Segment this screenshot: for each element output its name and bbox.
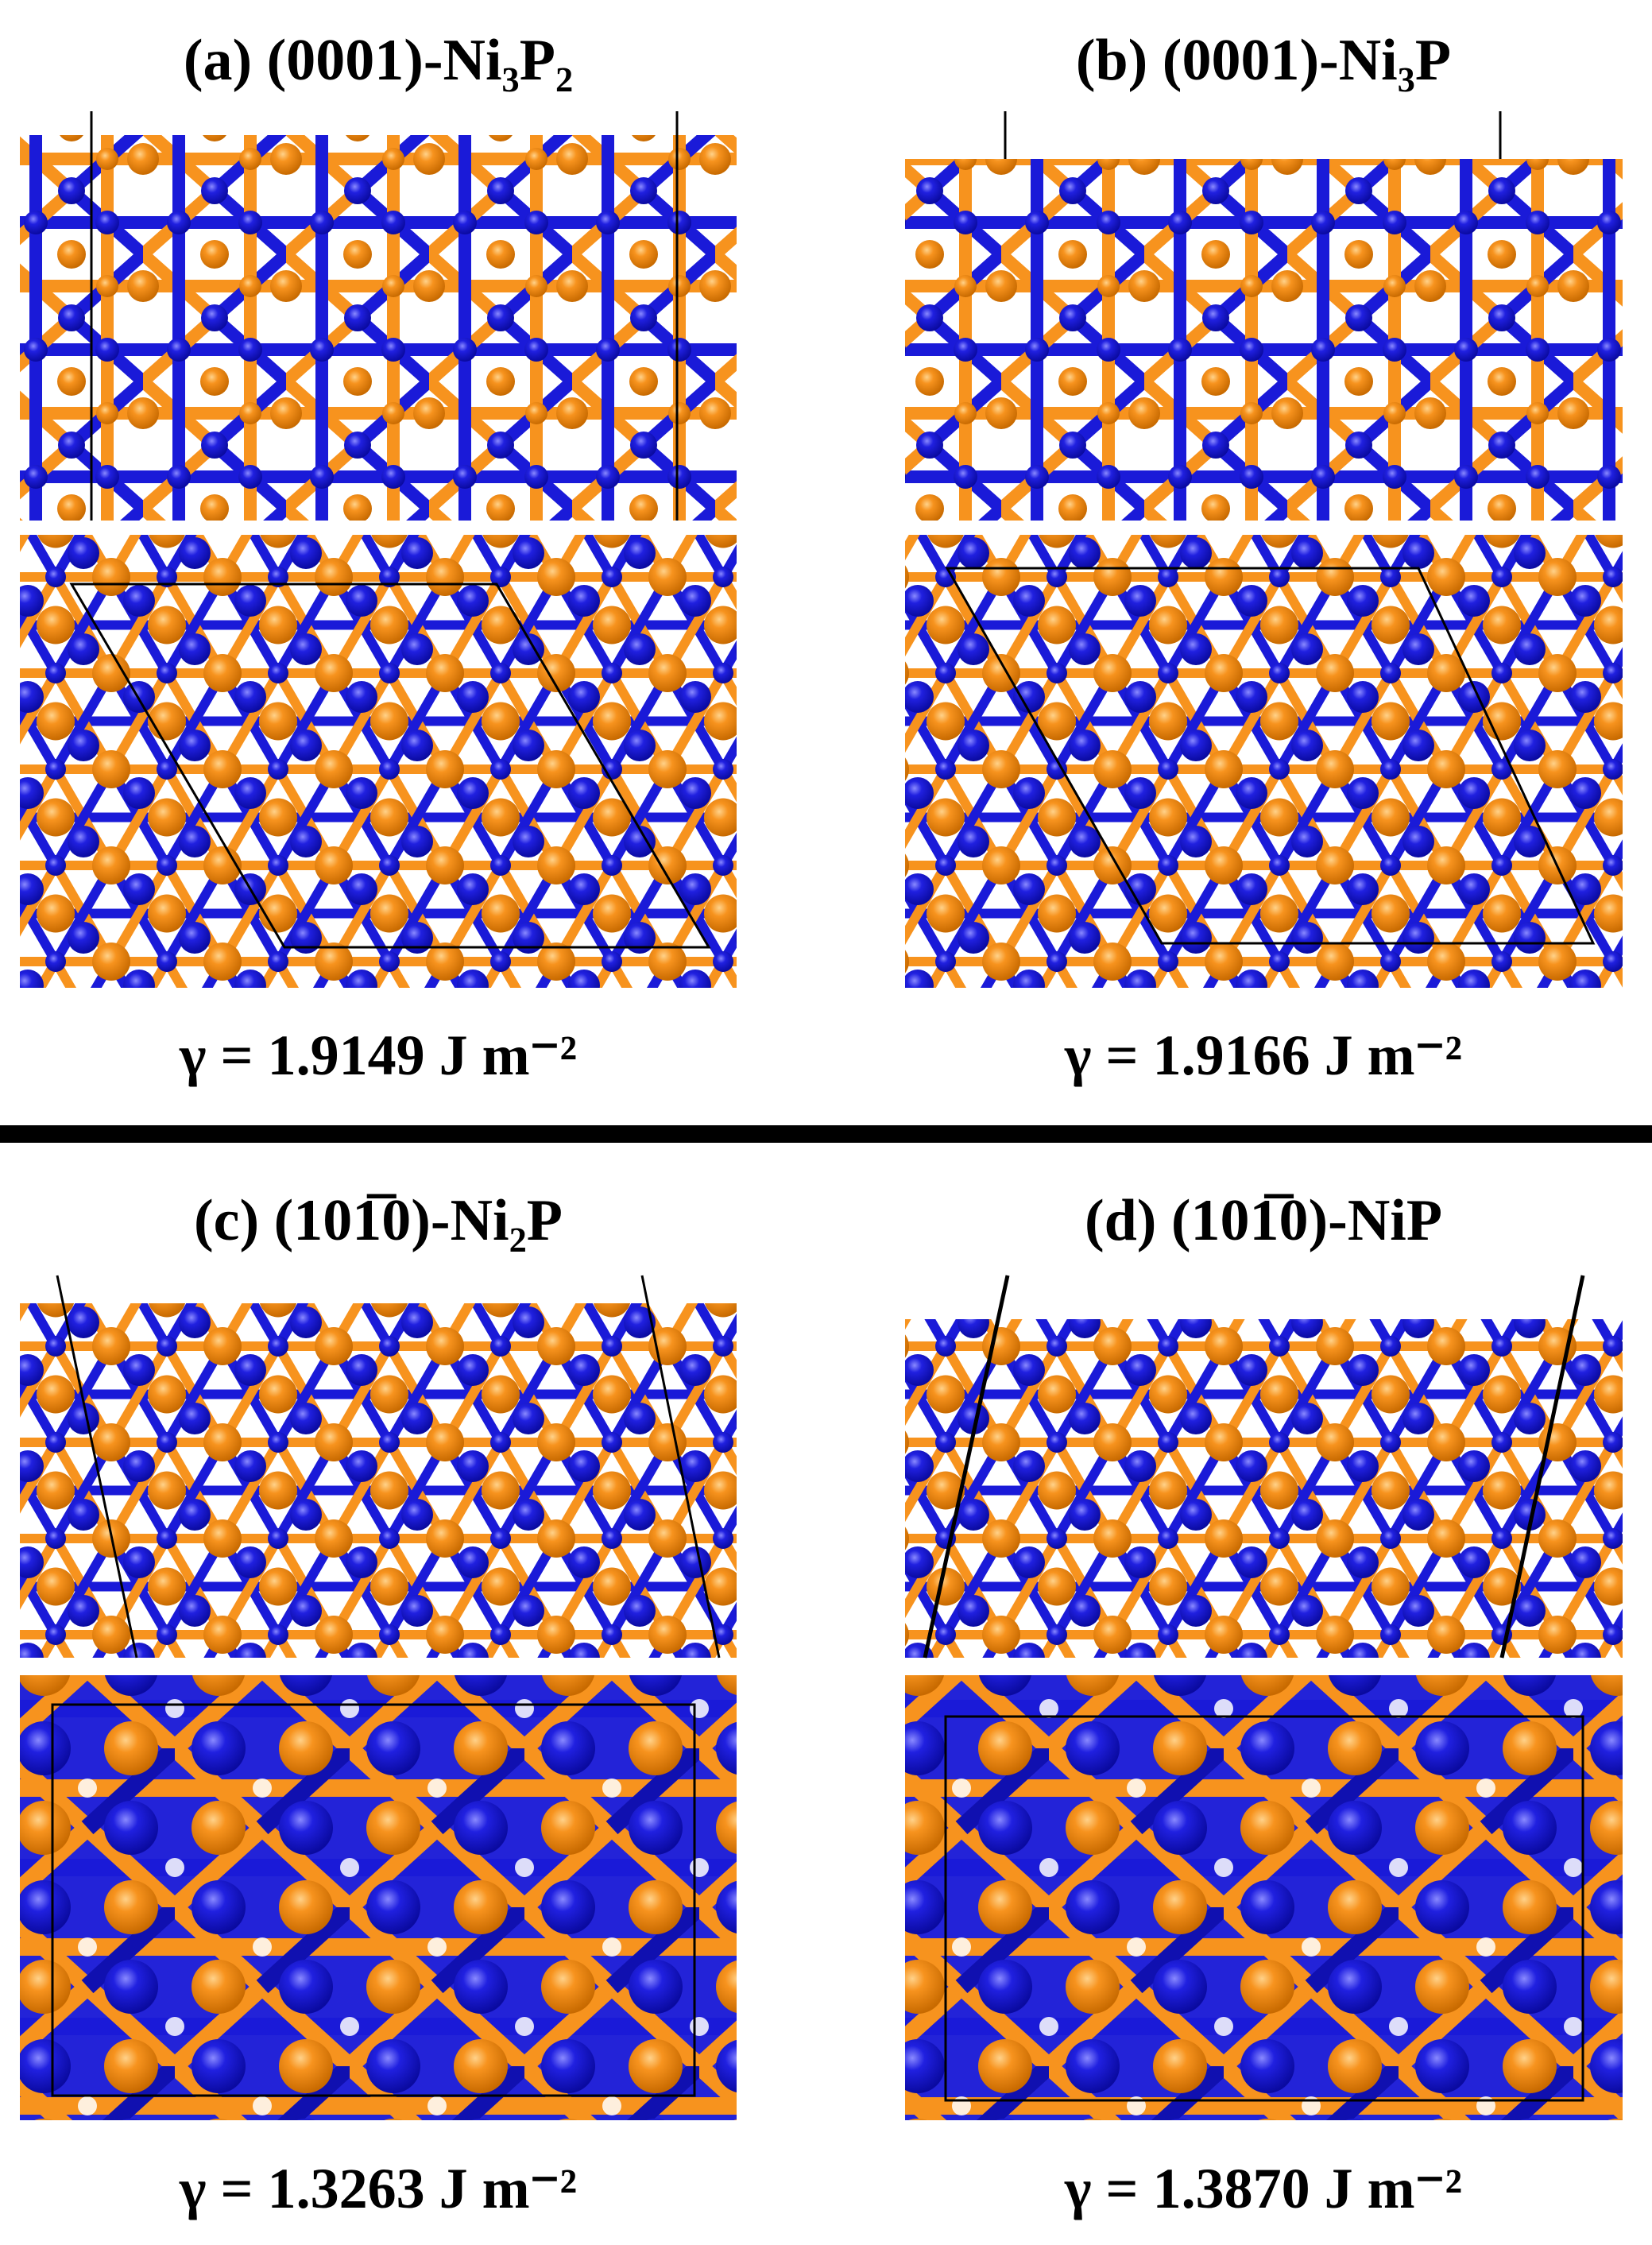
top-view bbox=[905, 1675, 1623, 2120]
surface-energy: γ = 1.9166 J m⁻² bbox=[1064, 1024, 1462, 1087]
panel-c bbox=[20, 1275, 737, 2120]
cell-outline bbox=[69, 583, 711, 949]
side-view bbox=[905, 1319, 1623, 1658]
top-view bbox=[20, 1675, 737, 2120]
cell-line bbox=[640, 1275, 721, 1659]
side-view bbox=[20, 135, 737, 521]
panel-title: (b) (0001)-Ni₃P bbox=[1076, 28, 1451, 93]
surface-energy: γ = 1.3870 J m⁻² bbox=[1064, 2157, 1462, 2220]
panel-title: (d) (101̅0)-NiP bbox=[1085, 1188, 1442, 1253]
side-view bbox=[20, 1303, 737, 1658]
cell-line bbox=[923, 1275, 1010, 1659]
cell-outline bbox=[944, 1715, 1584, 2102]
separator bbox=[0, 1125, 1652, 1143]
cell-outline bbox=[51, 1703, 696, 2097]
panel-title: (c) (101̅0)-Ni₂P bbox=[194, 1188, 563, 1253]
surface-energy: γ = 1.3263 J m⁻² bbox=[179, 2157, 577, 2220]
cell-outline bbox=[945, 567, 1596, 945]
top-view bbox=[20, 535, 737, 988]
top-view bbox=[905, 535, 1623, 988]
cell-line bbox=[1499, 1275, 1585, 1659]
cell-line bbox=[56, 1275, 138, 1659]
side-view bbox=[905, 159, 1623, 521]
panel-b bbox=[905, 111, 1623, 988]
surface-energy: γ = 1.9149 J m⁻² bbox=[179, 1024, 577, 1087]
panel-title: (a) (0001)-Ni₃P₂ bbox=[184, 28, 573, 93]
panel-d bbox=[905, 1275, 1623, 2120]
panel-a bbox=[20, 111, 737, 988]
